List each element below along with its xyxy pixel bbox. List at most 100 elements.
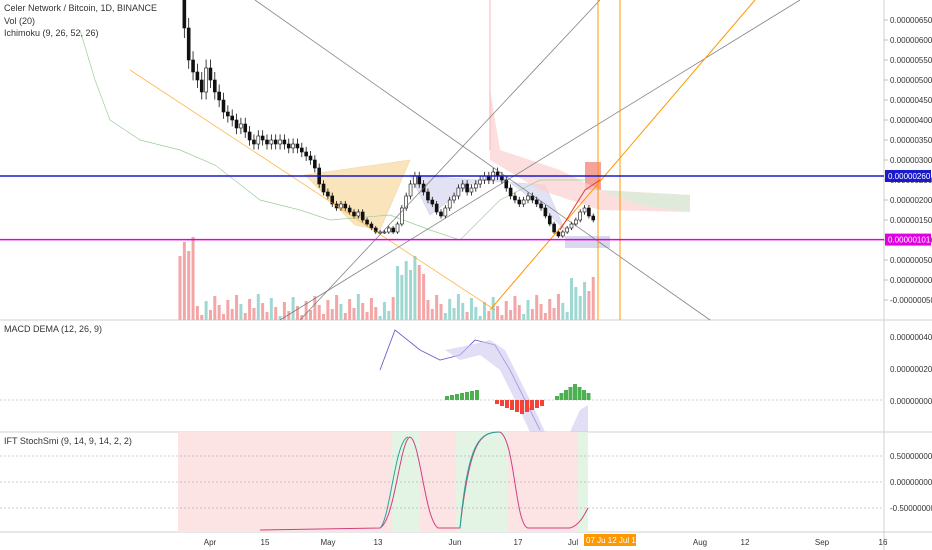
candle	[521, 199, 526, 205]
volume-bar	[226, 300, 230, 320]
candlesticks	[182, 0, 596, 238]
volume-bar	[409, 270, 413, 320]
candle	[534, 199, 539, 205]
volume-bar	[543, 313, 547, 320]
y-tick-label: 0.00000550	[890, 56, 932, 65]
cloud-green	[600, 190, 690, 212]
volume-bar	[478, 316, 482, 320]
volume-bar	[204, 301, 208, 320]
volume-bar	[565, 312, 569, 320]
volume-bar	[526, 300, 530, 320]
x-tick-label: Aug	[693, 538, 707, 547]
volume-bar	[570, 278, 573, 320]
volume-bar	[222, 314, 225, 320]
x-tick-label: Sep	[815, 538, 830, 547]
macd-hist	[530, 400, 534, 410]
volume-bar	[195, 306, 199, 320]
candle	[265, 139, 269, 145]
price-tag-blue-label: 0.00000260	[888, 172, 931, 181]
trend-line	[129, 69, 496, 311]
volume-bar	[587, 291, 591, 320]
volume-bar	[443, 313, 447, 320]
candle	[352, 211, 356, 217]
stoch-panel	[0, 431, 884, 531]
volume-bar	[382, 302, 386, 320]
volume-bar	[248, 299, 252, 320]
volume-bar	[456, 294, 460, 320]
candle	[569, 223, 574, 229]
candle	[226, 111, 230, 117]
candle	[560, 231, 565, 237]
volume-bar	[539, 304, 543, 320]
y-tick-label: 0.00000600	[890, 36, 932, 45]
candle	[574, 219, 578, 225]
volume-bar	[574, 287, 578, 320]
candle	[208, 67, 213, 81]
candle	[252, 139, 256, 145]
macd-hist	[535, 400, 539, 408]
macd-y-tick-label: 0.00000000	[890, 397, 932, 406]
volume-bar	[509, 310, 513, 320]
candle	[356, 211, 361, 217]
price-tag-magenta-label: 0.00000101	[888, 236, 931, 245]
candle	[417, 175, 422, 185]
volume-bar	[535, 295, 539, 320]
macd-hist	[465, 392, 469, 400]
macd-hist	[573, 384, 577, 400]
volume-bar	[578, 296, 582, 320]
candle	[299, 147, 304, 153]
candle	[326, 191, 330, 197]
y-tick-label: 0.00000200	[890, 196, 932, 205]
volume-bar	[348, 299, 352, 320]
candle	[591, 215, 596, 221]
lower-box	[565, 236, 610, 248]
projection-line	[489, 0, 756, 311]
volume-bar	[365, 312, 369, 320]
candle	[304, 151, 308, 157]
x-tick-label: 12	[741, 538, 750, 547]
volume-bar	[265, 312, 269, 320]
candle	[243, 123, 248, 133]
candle	[517, 199, 522, 205]
volume-bar	[269, 298, 273, 320]
volume-bar	[530, 309, 534, 320]
candle	[204, 67, 208, 93]
volume-bar	[391, 297, 395, 320]
trend-lines[interactable]	[129, 0, 801, 321]
trend-line	[299, 0, 601, 321]
candle	[439, 211, 443, 217]
candle	[260, 135, 265, 141]
candle	[191, 59, 195, 73]
macd-hist	[505, 400, 509, 408]
candle	[321, 183, 326, 193]
ichimoku-legend: Ichimoku (9, 26, 52, 26)	[4, 28, 99, 38]
candle	[278, 139, 282, 145]
macd-y-tick-label: 0.00000020	[890, 365, 932, 374]
macd-hist	[510, 400, 514, 410]
volume-bar	[291, 297, 295, 320]
volume-bar	[217, 305, 221, 320]
candle	[395, 223, 400, 233]
volume-bar	[387, 311, 391, 320]
volume-bar	[426, 300, 430, 320]
horizontal-lines[interactable]	[0, 175, 884, 241]
volume-bar	[243, 313, 247, 320]
macd-hist	[475, 390, 479, 400]
candle	[408, 183, 413, 197]
volume-bar	[583, 282, 587, 320]
candle	[582, 207, 587, 213]
volume-bar	[378, 316, 382, 320]
volume-bar	[400, 275, 404, 320]
candle	[386, 227, 391, 233]
candle	[343, 203, 348, 209]
macd-hist	[460, 393, 464, 400]
candle	[291, 143, 295, 149]
time-tag	[584, 534, 636, 546]
macd-legend: MACD DEMA (12, 26, 9)	[4, 324, 103, 334]
volume-bar	[435, 295, 439, 320]
candle	[234, 119, 239, 129]
macd-hist	[586, 393, 591, 400]
y-tick-label: -0.00000050	[890, 296, 932, 305]
candle	[447, 199, 452, 209]
